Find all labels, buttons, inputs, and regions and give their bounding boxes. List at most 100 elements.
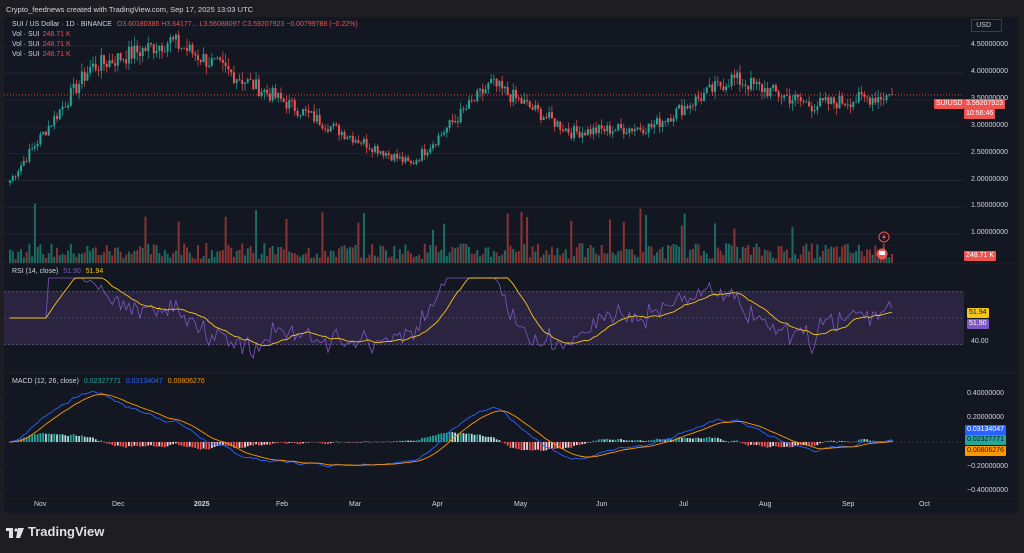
macd-histogram-bar [791, 442, 794, 448]
volume-bar [216, 251, 219, 263]
volume-bar [288, 251, 291, 263]
tradingview-logo: TradingView [6, 524, 104, 539]
volume-bar [443, 223, 446, 263]
candle-body [517, 97, 520, 99]
volume-bar [321, 212, 324, 263]
macd-histogram-bar [539, 442, 542, 451]
macd-chart-svg[interactable] [4, 373, 1018, 498]
macd-histogram-bar [321, 442, 324, 444]
macd-histogram-bar [398, 440, 401, 442]
volume-bar [14, 258, 17, 263]
candle-body [166, 43, 169, 52]
macd-histogram-bar [741, 442, 744, 444]
volume-bar [763, 249, 766, 263]
volume-bar [655, 252, 658, 263]
macd-histogram-bar [846, 441, 849, 443]
macd-histogram-bar [468, 433, 470, 442]
volume-bar [622, 221, 625, 263]
price-axis-label: 2.50000000 [971, 148, 1008, 156]
time-axis[interactable]: Nov Dec 2025 Feb Mar Apr May Jun Jul Aug Sep Oct [4, 499, 1018, 513]
macd-histogram-bar [133, 442, 136, 446]
volume-bar [252, 252, 255, 263]
rsi-chart-svg[interactable] [4, 264, 1018, 372]
candle-body [816, 106, 819, 111]
macd-histogram-bar [797, 442, 799, 446]
volume-bar [69, 243, 72, 263]
candle-body [108, 60, 111, 67]
macd-histogram-bar [53, 433, 56, 442]
volume-bar [199, 258, 202, 263]
macd-histogram-bar [335, 441, 338, 442]
candle-body [592, 127, 595, 135]
macd-histogram-bar [551, 442, 553, 449]
price-tag-countdown: 10:56:46 [964, 109, 996, 119]
macd-histogram-bar [730, 440, 733, 442]
flag-icon[interactable] [876, 248, 888, 260]
macd-histogram-bar [210, 442, 213, 449]
candle-body [387, 152, 390, 155]
rsi-panel[interactable]: RSI (14, close) 51.90 51.94 40.00 51.94 … [4, 264, 1018, 372]
volume-bar [332, 251, 335, 263]
volume-bar [866, 249, 869, 263]
volume-bar [343, 245, 346, 263]
macd-histogram-bar [47, 433, 50, 442]
volume-bar [304, 253, 307, 263]
candle-body [194, 53, 197, 56]
macd-histogram-bar [891, 440, 893, 442]
candle-body [578, 131, 581, 138]
candle-body [882, 99, 885, 101]
currency-button[interactable]: USD [971, 19, 1002, 32]
volume-bar [166, 253, 169, 263]
candle-body [863, 94, 866, 97]
volume-bar [824, 244, 827, 263]
volume-bar [185, 247, 188, 263]
volume-bar [467, 246, 470, 263]
candle-body [545, 117, 548, 119]
macd-histogram-bar [36, 434, 39, 442]
volume-bar [846, 244, 849, 263]
volume-bar [669, 245, 672, 263]
macd-panel[interactable]: MACD (12, 26, close) 0.02327771 0.031340… [4, 373, 1018, 498]
volume-bar [440, 249, 443, 263]
candle-body [252, 79, 255, 90]
macd-histogram-bar [318, 442, 321, 443]
price-panel[interactable]: SUI / US Dollar · 1D · BINANCE O3.601803… [4, 17, 1018, 263]
volume-bar [531, 246, 534, 263]
volume-bar [44, 257, 47, 263]
candle-body [382, 151, 385, 156]
candle-body [152, 44, 155, 54]
candle-body [573, 126, 576, 139]
volume-bar [484, 247, 487, 263]
macd-histogram-bar [487, 436, 490, 442]
macd-histogram-bar [357, 442, 360, 443]
macd-histogram-bar [310, 441, 313, 443]
macd-histogram-bar [617, 438, 620, 442]
volume-bar [802, 246, 805, 263]
volume-bar [379, 245, 382, 263]
candle-body [56, 115, 59, 120]
macd-histogram-bar [224, 442, 227, 446]
macd-histogram-bar [327, 442, 329, 445]
candle-body [412, 162, 415, 164]
volume-bar [230, 247, 233, 263]
candle-body [597, 125, 600, 133]
macd-histogram-bar [548, 442, 551, 449]
candle-body [105, 63, 108, 67]
lightning-icon[interactable] [878, 231, 890, 243]
macd-histogram-bar [28, 435, 31, 442]
volume-bar [542, 254, 545, 263]
candle-body [788, 95, 791, 104]
volume-bar [749, 254, 752, 263]
price-chart-svg[interactable] [4, 17, 1018, 263]
macd-histogram-bar [299, 442, 302, 445]
volume-bar [451, 246, 454, 263]
volume-bar [830, 246, 833, 263]
candle-body [498, 80, 501, 87]
macd-histogram-bar [808, 442, 810, 446]
macd-histogram-bar [423, 437, 426, 442]
rsi-ma-value: 51.94 [85, 268, 104, 275]
macd-histogram-bar [562, 442, 564, 449]
candle-body [476, 90, 479, 102]
candle-body [639, 127, 642, 130]
volume-bar [194, 258, 197, 263]
